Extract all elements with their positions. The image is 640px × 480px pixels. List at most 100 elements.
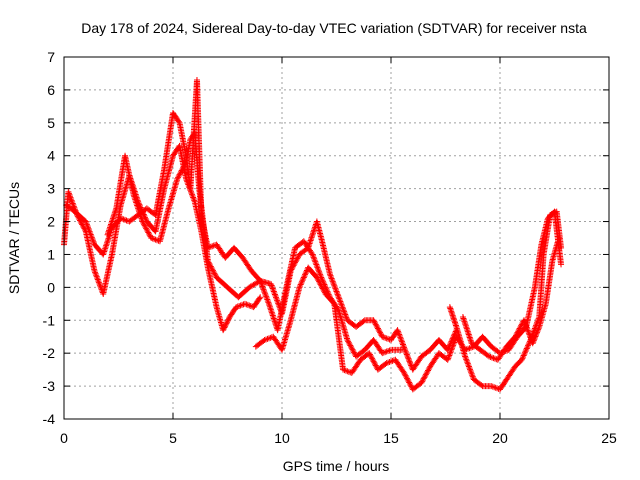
data-point: [189, 193, 196, 200]
data-point: [142, 224, 149, 231]
y-tick-label: -4: [43, 411, 56, 427]
data-point: [512, 333, 519, 340]
data-point: [402, 372, 409, 379]
data-point: [94, 275, 101, 282]
data-point: [529, 340, 536, 347]
data-point: [523, 323, 530, 330]
data-point: [369, 355, 376, 362]
data-point: [348, 343, 355, 350]
x-tick-label: 20: [492, 430, 508, 446]
data-point: [386, 358, 393, 365]
data-point: [321, 288, 328, 295]
data-point: [487, 354, 494, 361]
data-point: [188, 190, 195, 197]
data-point: [294, 255, 301, 262]
data-point: [264, 297, 271, 304]
data-point: [403, 374, 410, 381]
data-point: [345, 338, 352, 345]
data-point: [406, 358, 413, 365]
data-point: [117, 215, 124, 222]
data-point: [379, 350, 386, 357]
data-point: [360, 318, 367, 325]
data-point: [340, 366, 347, 373]
data-point: [120, 216, 127, 223]
data-point: [68, 196, 75, 203]
data-point: [310, 252, 317, 259]
data-point: [525, 330, 532, 337]
data-point: [534, 329, 541, 336]
data-point: [521, 318, 528, 325]
data-point: [289, 265, 296, 272]
data-point: [256, 295, 263, 302]
data-point: [521, 349, 528, 356]
data-point: [93, 272, 100, 279]
y-tick-label: 6: [47, 82, 55, 98]
data-point: [291, 261, 298, 268]
data-point: [96, 282, 103, 289]
data-point: [407, 359, 414, 366]
data-point: [466, 364, 473, 371]
data-point: [330, 299, 337, 306]
data-point: [271, 289, 278, 296]
data-point: [122, 216, 129, 223]
data-point: [176, 171, 183, 178]
y-tick-label: -1: [43, 312, 56, 328]
data-point: [275, 301, 282, 308]
data-point: [119, 215, 126, 222]
data-point: [518, 356, 525, 363]
data-point: [328, 275, 335, 282]
data-point: [406, 380, 413, 387]
data-point: [312, 260, 319, 267]
data-point: [180, 164, 187, 171]
data-point: [262, 292, 269, 299]
data-point: [422, 372, 429, 379]
data-point: [335, 294, 342, 301]
data-point: [367, 352, 374, 359]
data-point: [366, 351, 373, 358]
data-point: [399, 341, 406, 348]
data-point: [463, 356, 470, 363]
data-point: [514, 329, 521, 336]
data-point: [181, 162, 188, 169]
x-tick-label: 5: [169, 430, 177, 446]
data-point: [371, 359, 378, 366]
data-point: [526, 331, 533, 338]
data-point: [451, 339, 458, 346]
data-point: [207, 263, 214, 270]
data-point: [220, 327, 227, 334]
data-point: [329, 278, 336, 285]
data-point: [84, 222, 91, 229]
data-point: [301, 273, 308, 280]
series-3: [104, 129, 460, 373]
data-point: [310, 254, 317, 261]
data-point: [462, 353, 469, 360]
data-point: [366, 350, 373, 357]
data-point: [519, 355, 526, 362]
data-point: [88, 234, 95, 241]
data-point: [445, 355, 452, 362]
series-2: [63, 77, 405, 360]
data-point: [448, 346, 455, 353]
y-tick-label: 4: [47, 148, 55, 164]
data-point: [382, 360, 389, 367]
data-point: [449, 343, 456, 350]
data-point: [373, 322, 380, 329]
data-point: [484, 352, 491, 359]
data-point: [531, 334, 538, 341]
data-point: [223, 320, 230, 327]
data-point: [314, 275, 321, 282]
data-point: [330, 279, 337, 286]
data-point: [447, 349, 454, 356]
data-point: [522, 321, 529, 328]
data-point: [350, 347, 357, 354]
data-point: [405, 378, 412, 385]
data-point: [337, 299, 344, 306]
data-point: [146, 230, 153, 237]
data-point: [294, 254, 301, 261]
data-point: [316, 270, 323, 277]
data-point: [547, 211, 554, 218]
data-point: [269, 285, 276, 292]
data-point: [318, 282, 325, 289]
data-point: [515, 326, 522, 333]
data-point: [558, 244, 565, 251]
